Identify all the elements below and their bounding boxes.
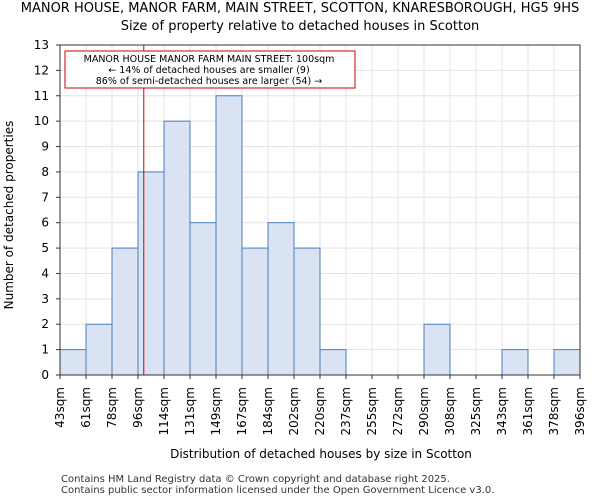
x-tick-label: 78sqm [105, 387, 119, 428]
x-tick-label: 220sqm [313, 387, 327, 435]
y-tick-label: 13 [34, 38, 49, 52]
bar [267, 222, 295, 376]
x-tick-label: 272sqm [391, 387, 405, 435]
x-tick-label: 131sqm [183, 387, 197, 435]
y-tick-label: 12 [34, 63, 49, 77]
chart-title: MANOR HOUSE, MANOR FARM, MAIN STREET, SC… [20, 1, 580, 16]
bar [189, 222, 217, 376]
x-tick-label: 343sqm [495, 387, 509, 435]
annotation-smaller: ← 14% of detached houses are smaller (9) [108, 65, 309, 76]
bar [111, 247, 139, 376]
x-tick-label: 396sqm [573, 387, 587, 435]
x-tick-label: 184sqm [261, 387, 275, 435]
x-tick-label: 202sqm [287, 387, 301, 435]
y-tick-label: 8 [41, 165, 49, 179]
x-axis-label: Distribution of detached houses by size … [170, 447, 472, 461]
y-tick-label: 9 [41, 140, 49, 154]
x-tick-label: 96sqm [131, 387, 145, 428]
x-tick-label: 255sqm [365, 387, 379, 435]
x-tick-label: 378sqm [547, 387, 561, 435]
annotation-label: MANOR HOUSE MANOR FARM MAIN STREET: 100s… [84, 54, 335, 65]
y-tick-label: 10 [34, 114, 49, 128]
bar [293, 247, 321, 376]
y-axis-label: Number of detached properties [2, 121, 16, 310]
y-tick-label: 2 [41, 317, 49, 331]
chart-subtitle: Size of property relative to detached ho… [120, 19, 480, 34]
x-tick-label: 325sqm [469, 387, 483, 435]
annotation-larger: 86% of semi-detached houses are larger (… [96, 76, 323, 87]
x-tick-label: 43sqm [53, 387, 67, 428]
annotation-box [64, 50, 356, 89]
y-tick-label: 5 [41, 241, 49, 255]
x-tick-label: 149sqm [209, 387, 223, 435]
bar [85, 323, 113, 376]
bar [215, 95, 243, 376]
bar [163, 120, 191, 376]
y-tick-label: 7 [41, 190, 49, 204]
x-tick-label: 308sqm [443, 387, 457, 435]
bar [553, 349, 581, 376]
x-tick-label: 167sqm [235, 387, 249, 435]
x-tick-label: 237sqm [339, 387, 353, 435]
x-tick-label: 114sqm [157, 387, 171, 435]
bar [501, 349, 529, 376]
y-tick-label: 4 [41, 266, 49, 280]
y-tick-label: 1 [41, 343, 49, 357]
x-tick-label: 61sqm [79, 387, 93, 428]
y-tick-label: 3 [41, 292, 49, 306]
bar [59, 349, 87, 376]
bar [423, 323, 451, 376]
y-tick-label: 6 [41, 216, 49, 230]
y-tick-label: 0 [41, 368, 49, 382]
footer-line-2: Contains public sector information licen… [61, 485, 495, 496]
bar [137, 171, 165, 376]
footer-line-1: Contains HM Land Registry data © Crown c… [61, 474, 450, 485]
bar [319, 349, 347, 376]
x-tick-label: 361sqm [521, 387, 535, 435]
bar [241, 247, 269, 376]
x-tick-label: 290sqm [417, 387, 431, 435]
y-tick-label: 11 [34, 89, 49, 103]
